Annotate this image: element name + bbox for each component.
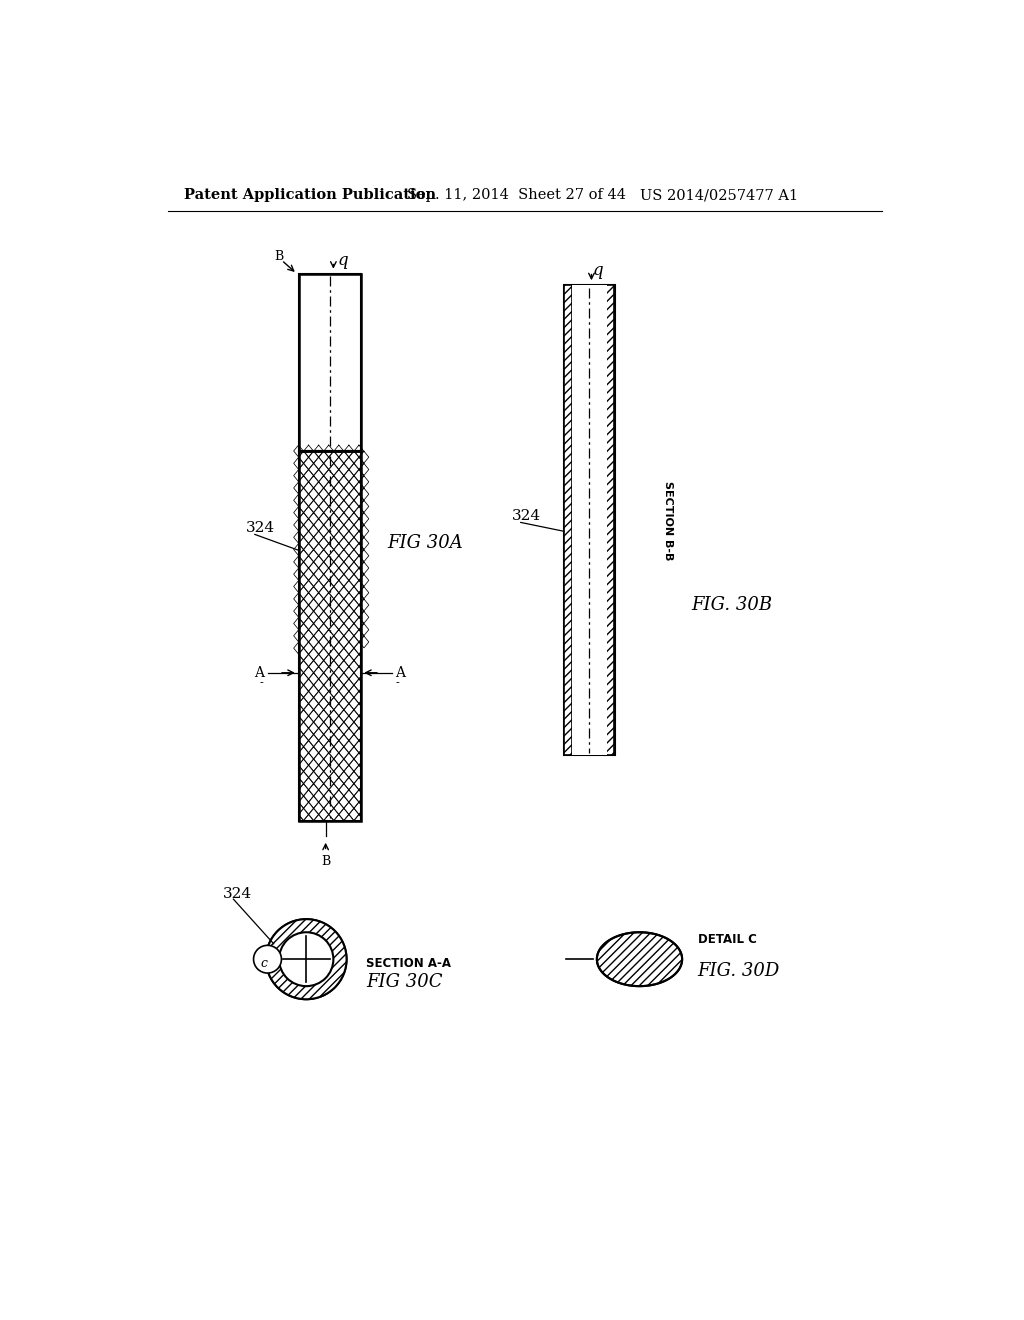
- Text: FIG 30C: FIG 30C: [366, 973, 442, 991]
- Text: 324: 324: [246, 521, 274, 535]
- Text: FIG 30A: FIG 30A: [388, 535, 464, 552]
- Text: q: q: [593, 261, 603, 279]
- Text: Patent Application Publication: Patent Application Publication: [183, 189, 436, 202]
- Text: c: c: [260, 957, 267, 970]
- Circle shape: [280, 932, 334, 986]
- Circle shape: [266, 919, 346, 999]
- Text: -: -: [260, 678, 263, 689]
- Text: 324: 324: [223, 887, 253, 900]
- Text: FIG. 30D: FIG. 30D: [697, 962, 780, 979]
- Bar: [299, 451, 360, 821]
- Text: q: q: [337, 252, 348, 268]
- Bar: [564, 285, 572, 755]
- Text: DETAIL C: DETAIL C: [697, 933, 757, 946]
- Bar: [564, 285, 572, 755]
- Text: A: A: [254, 665, 263, 680]
- Text: SECTION B-B: SECTION B-B: [664, 480, 673, 560]
- Text: B: B: [274, 251, 284, 264]
- Text: B: B: [321, 855, 331, 869]
- Bar: [572, 285, 607, 755]
- Text: FIG. 30B: FIG. 30B: [691, 595, 772, 614]
- Text: SECTION A-A: SECTION A-A: [366, 957, 451, 970]
- Bar: [299, 275, 360, 451]
- Bar: [299, 275, 360, 451]
- Polygon shape: [597, 932, 682, 986]
- Text: 324: 324: [512, 510, 541, 524]
- Text: -: -: [395, 678, 399, 689]
- Bar: [299, 451, 360, 821]
- Text: Sep. 11, 2014  Sheet 27 of 44: Sep. 11, 2014 Sheet 27 of 44: [407, 189, 626, 202]
- Bar: [564, 285, 614, 755]
- Text: A: A: [395, 665, 406, 680]
- Bar: [606, 285, 614, 755]
- Bar: [606, 285, 614, 755]
- Circle shape: [254, 945, 282, 973]
- Circle shape: [266, 919, 346, 999]
- Text: US 2014/0257477 A1: US 2014/0257477 A1: [640, 189, 798, 202]
